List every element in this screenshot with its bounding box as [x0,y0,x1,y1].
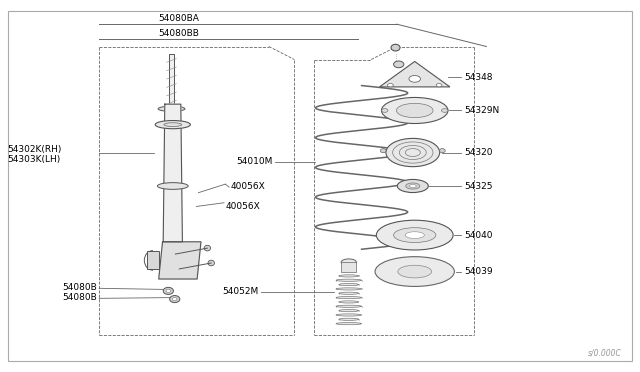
Ellipse shape [339,310,359,312]
Text: 40056X: 40056X [230,182,265,190]
Text: 54329N: 54329N [465,106,500,115]
Ellipse shape [381,97,448,124]
Text: 54080B: 54080B [63,294,97,302]
Text: 54302K(RH): 54302K(RH) [8,145,62,154]
Ellipse shape [336,314,362,316]
Ellipse shape [391,44,400,51]
Ellipse shape [339,275,359,277]
Text: 54080B: 54080B [63,283,97,292]
Ellipse shape [339,301,359,303]
Ellipse shape [339,292,359,294]
Text: 54039: 54039 [465,267,493,276]
Ellipse shape [405,232,424,238]
Ellipse shape [208,260,214,266]
Text: 40056X: 40056X [225,202,260,211]
Ellipse shape [410,185,417,187]
Ellipse shape [336,305,362,307]
Ellipse shape [157,183,188,189]
Text: 54040: 54040 [465,231,493,240]
Ellipse shape [394,61,404,68]
Ellipse shape [442,109,448,112]
Ellipse shape [398,265,431,278]
Ellipse shape [170,295,180,303]
Text: s/0.000C: s/0.000C [588,348,622,357]
Ellipse shape [388,84,393,87]
Ellipse shape [406,183,420,189]
Ellipse shape [163,287,173,295]
Ellipse shape [177,266,182,272]
Text: 54320: 54320 [465,148,493,157]
Bar [169,54,175,104]
Text: 54348: 54348 [465,73,493,81]
Ellipse shape [158,106,185,112]
Ellipse shape [336,288,362,290]
Bar [341,262,356,272]
Text: 54325: 54325 [465,182,493,190]
Ellipse shape [380,149,386,153]
Text: 54303K(LH): 54303K(LH) [8,155,61,164]
Ellipse shape [375,257,454,286]
Ellipse shape [381,109,388,112]
Ellipse shape [164,123,182,126]
Ellipse shape [397,179,428,193]
Ellipse shape [436,84,442,87]
Ellipse shape [336,279,362,281]
Text: 54080BB: 54080BB [159,29,200,38]
Ellipse shape [173,298,177,301]
Text: 54052M: 54052M [222,287,259,296]
Ellipse shape [336,296,362,299]
Ellipse shape [386,138,440,167]
Ellipse shape [339,283,359,286]
Ellipse shape [166,289,170,292]
Polygon shape [159,242,201,279]
Bar [147,251,159,269]
Ellipse shape [341,259,356,266]
Text: 54010M: 54010M [236,157,273,166]
Ellipse shape [394,228,436,243]
Text: 54080BA: 54080BA [159,15,200,23]
Ellipse shape [409,76,420,82]
Ellipse shape [339,318,359,320]
Polygon shape [380,61,450,87]
Ellipse shape [336,323,362,325]
Polygon shape [163,104,182,242]
Ellipse shape [396,103,433,118]
Ellipse shape [376,220,453,250]
Ellipse shape [173,251,178,257]
Ellipse shape [156,121,191,129]
Ellipse shape [440,149,445,153]
Ellipse shape [204,246,211,251]
